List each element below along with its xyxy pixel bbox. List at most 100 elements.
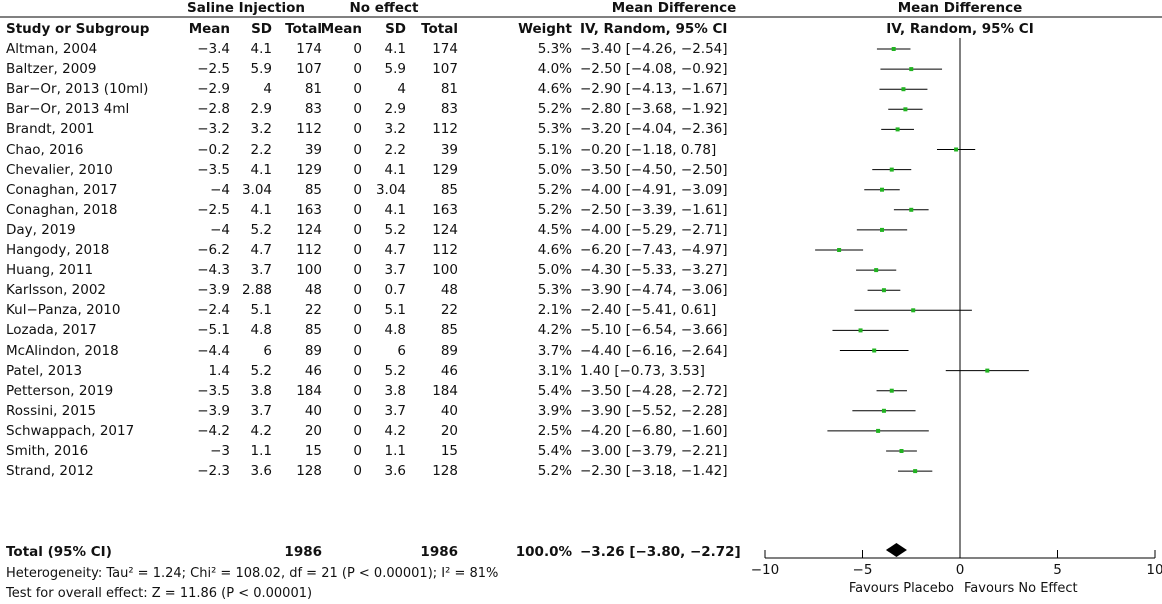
favours-left-label: Favours Placebo (849, 581, 954, 596)
experimental-total: 85 (304, 181, 322, 198)
control-mean: 0 (353, 402, 362, 419)
md-ci-text: −2.80 [−3.68, −1.92] (580, 101, 728, 118)
control-sd: 4.1 (384, 161, 406, 178)
experimental-sd: 3.7 (250, 402, 272, 419)
control-sd: 4 (397, 81, 406, 98)
experimental-sd: 4.8 (250, 322, 272, 339)
study-name: McAlindon, 2018 (6, 342, 119, 359)
md-ci-text: −4.20 [−6.80, −1.60] (580, 422, 728, 439)
experimental-mean: −0.2 (197, 141, 230, 158)
weight-value: 5.4% (537, 382, 572, 399)
control-mean: 0 (353, 181, 362, 198)
control-total: 124 (432, 221, 458, 238)
control-total: 112 (432, 242, 458, 258)
control-sd: 5.9 (384, 61, 406, 78)
weight-value: 4.2% (537, 322, 572, 339)
study-name: Smith, 2016 (6, 443, 89, 459)
md-ci-text: −2.50 [−4.08, −0.92] (580, 61, 728, 78)
control-sd: 2.2 (384, 141, 406, 158)
experimental-total: 20 (304, 422, 322, 439)
experimental-mean: −4.3 (197, 262, 230, 279)
study-name: Strand, 2012 (6, 463, 94, 480)
control-mean: 0 (353, 101, 362, 118)
experimental-mean: −2.3 (197, 463, 230, 480)
control-sd: 3.7 (384, 262, 406, 279)
study-point (889, 167, 894, 172)
weight-value: 5.2% (537, 181, 572, 198)
experimental-mean: −2.5 (197, 61, 230, 78)
control-mean: 0 (353, 342, 362, 359)
favours-right-label: Favours No Effect (964, 581, 1078, 596)
control-total: 48 (440, 282, 458, 299)
study-name: Day, 2019 (6, 221, 76, 238)
control-mean: 0 (353, 242, 362, 258)
study-point (903, 107, 908, 112)
weight-value: 5.1% (537, 141, 572, 158)
study-name: Kul−Panza, 2010 (6, 302, 121, 319)
experimental-sd: 3.04 (241, 181, 272, 198)
study-point (985, 368, 990, 373)
control-sd: 4.7 (384, 242, 406, 258)
study-point (895, 127, 900, 132)
experimental-sd: 5.2 (250, 362, 272, 379)
control-total: 40 (440, 402, 458, 419)
experimental-total: 85 (304, 322, 322, 339)
study-name: Chevalier, 2010 (6, 161, 113, 178)
experimental-mean: −4.2 (197, 422, 230, 439)
md-ci-text: −2.90 [−4.13, −1.67] (580, 81, 728, 98)
md-ci-text: −3.90 [−5.52, −2.28] (580, 402, 728, 419)
study-name: Baltzer, 2009 (6, 61, 97, 78)
experimental-total: 107 (296, 61, 322, 78)
study-point (881, 288, 886, 293)
control-sd: 3.04 (375, 181, 406, 198)
study-point (880, 227, 884, 232)
study-point (901, 87, 906, 92)
experimental-mean: 1.4 (208, 362, 230, 379)
md-ci-text: 1.40 [−0.73, 3.53] (580, 362, 705, 379)
experimental-mean: −3.5 (197, 161, 230, 178)
total-label: Total (95% CI) (6, 544, 112, 560)
experimental-sd: 3.8 (250, 382, 272, 399)
experimental-mean: −2.8 (197, 101, 230, 118)
weight-value: 5.4% (537, 443, 572, 459)
control-total: 83 (440, 101, 458, 118)
md-ci-text: −4.30 [−5.33, −3.27] (580, 262, 728, 279)
experimental-sd: 3.7 (250, 262, 272, 279)
x-tick-label: 10 (1146, 562, 1162, 578)
study-point (954, 147, 959, 152)
study-name: Bar−Or, 2013 4ml (6, 101, 130, 118)
control-mean: 0 (353, 141, 362, 158)
md-ci-text: −6.20 [−7.43, −4.97] (580, 242, 728, 258)
study-name: Schwappach, 2017 (6, 422, 135, 439)
study-name: Rossini, 2015 (6, 402, 97, 419)
study-name: Altman, 2004 (6, 41, 98, 57)
experimental-total: 89 (304, 342, 322, 359)
plot-method-header: IV, Random, 95% CI (886, 21, 1034, 37)
md-ci-text: −3.90 [−4.74, −3.06] (580, 282, 728, 299)
control-mean: 0 (353, 41, 362, 57)
study-point (880, 187, 884, 192)
experimental-sd: 2.2 (250, 141, 272, 158)
control-total: 112 (432, 121, 458, 138)
study-point (837, 248, 842, 252)
control-total: 174 (432, 41, 458, 57)
control-mean: 0 (353, 201, 362, 218)
control-total: 22 (440, 302, 458, 319)
control-sd: 5.2 (384, 362, 406, 379)
experimental-mean: −3 (210, 443, 230, 459)
control-total: 89 (440, 342, 458, 359)
weight-value: 5.0% (537, 161, 572, 178)
md-method-header: IV, Random, 95% CI (580, 21, 728, 37)
control-sd: 5.1 (384, 302, 406, 319)
experimental-sd: 4.2 (250, 422, 272, 439)
experimental-mean: −4 (210, 221, 230, 238)
experimental-mean: −5.1 (197, 322, 230, 339)
control-mean: 0 (353, 282, 362, 299)
md-ci-text: −2.30 [−3.18, −1.42] (580, 463, 728, 480)
experimental-sd: 2.9 (250, 101, 272, 118)
control-mean: 0 (353, 463, 362, 480)
study-name: Bar−Or, 2013 (10ml) (6, 81, 149, 98)
study-point (913, 469, 918, 474)
control-total: 39 (440, 141, 458, 158)
